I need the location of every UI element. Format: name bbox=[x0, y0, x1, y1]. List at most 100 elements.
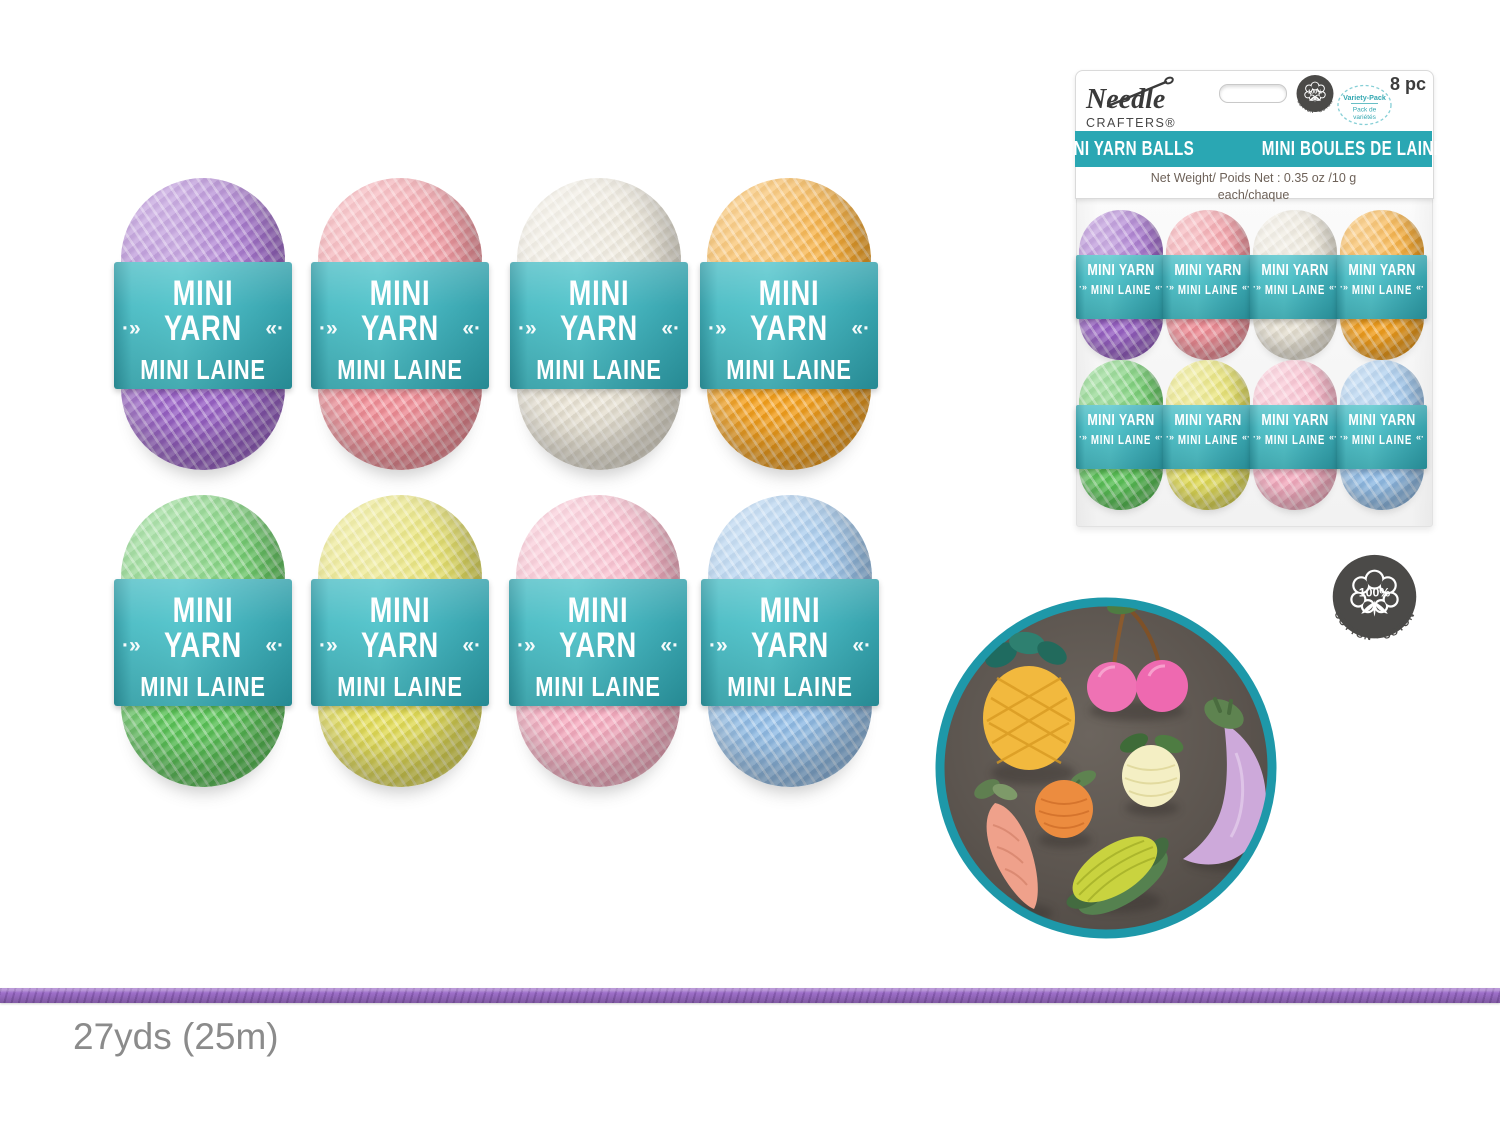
band-title: MINI YARN bbox=[361, 274, 439, 348]
yarn-band: MINI YARN MINI LAINE ·» «· bbox=[510, 262, 688, 389]
band-arrow-right-icon: ·» bbox=[1340, 282, 1349, 292]
band-subtitle: MINI LAINE bbox=[536, 354, 662, 385]
yarn-band: MINI YARN MINI LAINE ·» «· bbox=[1250, 255, 1340, 319]
band-title: MINI YARN bbox=[1261, 262, 1329, 279]
cotton-boll-leaves-icon bbox=[1361, 600, 1388, 617]
variety-fr-line2: variétés bbox=[1353, 114, 1377, 121]
hang-hole bbox=[1219, 84, 1287, 103]
band-arrow-right-icon: ·» bbox=[1253, 432, 1262, 442]
band-arrow-right-icon: ·» bbox=[122, 317, 141, 340]
crochet-carrot bbox=[974, 779, 1038, 909]
cotton-boll-leaves-icon bbox=[1309, 95, 1321, 103]
yarn-strand bbox=[0, 988, 1500, 1003]
yarn-band: MINI YARN MINI LAINE ·» «· bbox=[1163, 255, 1253, 319]
band-title: MINI YARN bbox=[1261, 412, 1329, 429]
band-title: MINI YARN bbox=[750, 274, 828, 348]
yarn-band: MINI YARN MINI LAINE ·» «· bbox=[1076, 405, 1166, 469]
band-title: MINI YARN bbox=[1087, 412, 1155, 429]
band-arrow-right-icon: ·» bbox=[709, 634, 728, 657]
yarn-ball-cream: MINI YARN MINI LAINE ·» «· bbox=[510, 178, 688, 470]
yarn-band: MINI YARN MINI LAINE ·» «· bbox=[1337, 405, 1427, 469]
banner-title-fr: MINI BOULES DE LAINE bbox=[1262, 137, 1445, 160]
variety-pack-cloud: Variety-Pack Pack de variétés bbox=[1337, 84, 1392, 126]
band-title: MINI YARN bbox=[1348, 412, 1416, 429]
banner-title-en: MINI YARN BALLS bbox=[1055, 137, 1194, 160]
yarn-ball-green: MINI YARN MINI LAINE ·» «· bbox=[114, 495, 292, 787]
crochet-photo-circle bbox=[935, 597, 1277, 939]
band-arrow-left-icon: «· bbox=[1415, 282, 1424, 292]
band-arrow-right-icon: ·» bbox=[319, 317, 338, 340]
piece-count: 8 pc bbox=[1390, 74, 1427, 94]
band-arrow-left-icon: «· bbox=[1328, 282, 1337, 292]
band-arrow-right-icon: ·» bbox=[319, 634, 338, 657]
band-arrow-left-icon: «· bbox=[661, 317, 680, 340]
variety-fr-line1: Pack de bbox=[1353, 107, 1377, 114]
band-title: MINI YARN bbox=[1174, 262, 1242, 279]
band-subtitle: MINI LAINE bbox=[140, 354, 266, 385]
band-title: MINI YARN bbox=[559, 591, 637, 665]
band-arrow-left-icon: «· bbox=[852, 634, 871, 657]
crochet-corn bbox=[1066, 836, 1169, 915]
band-subtitle: MINI LAINE bbox=[1264, 283, 1326, 297]
yarn-band: MINI YARN MINI LAINE ·» «· bbox=[701, 579, 879, 706]
band-subtitle: MINI LAINE bbox=[727, 671, 853, 702]
band-title: MINI YARN bbox=[751, 591, 829, 665]
band-arrow-right-icon: ·» bbox=[518, 317, 537, 340]
yarn-band: MINI YARN MINI LAINE ·» «· bbox=[1250, 405, 1340, 469]
mini-yarn-ball-orange: MINI YARN MINI LAINE ·» «· bbox=[1337, 210, 1427, 360]
brand-logo: Needle CRAFTERS® bbox=[1086, 86, 1196, 131]
yarn-band: MINI YARN MINI LAINE ·» «· bbox=[114, 579, 292, 706]
band-title: MINI YARN bbox=[361, 591, 439, 665]
band-arrow-right-icon: ·» bbox=[1253, 282, 1262, 292]
variety-en-text: Variety-Pack bbox=[1343, 93, 1386, 102]
yarn-band: MINI YARN MINI LAINE ·» «· bbox=[311, 262, 489, 389]
yarn-ball-yellow: MINI YARN MINI LAINE ·» «· bbox=[311, 495, 489, 787]
band-subtitle: MINI LAINE bbox=[1177, 283, 1239, 297]
band-title: MINI YARN bbox=[1174, 412, 1242, 429]
band-subtitle: MINI LAINE bbox=[1351, 283, 1413, 297]
yarn-ball-orange: MINI YARN MINI LAINE ·» «· bbox=[700, 178, 878, 470]
band-arrow-right-icon: ·» bbox=[517, 634, 536, 657]
net-weight: Net Weight/ Poids Net : 0.35 oz /10 g ea… bbox=[1075, 170, 1432, 204]
mini-yarn-ball-purple: MINI YARN MINI LAINE ·» «· bbox=[1076, 210, 1166, 360]
crochet-orange bbox=[1035, 770, 1097, 838]
crochet-pineapple bbox=[983, 631, 1075, 770]
yarn-band: MINI YARN MINI LAINE ·» «· bbox=[1337, 255, 1427, 319]
band-subtitle: MINI LAINE bbox=[337, 354, 463, 385]
yarn-ball-blue: MINI YARN MINI LAINE ·» «· bbox=[701, 495, 879, 787]
crochet-eggplant bbox=[1183, 697, 1266, 865]
cotton-100-badge-large: 100% COTTON • COTON bbox=[1331, 554, 1417, 643]
yarn-band: MINI YARN MINI LAINE ·» «· bbox=[114, 262, 292, 389]
band-arrow-left-icon: «· bbox=[462, 317, 481, 340]
yarn-band: MINI YARN MINI LAINE ·» «· bbox=[509, 579, 687, 706]
net-weight-line1: Net Weight/ Poids Net : 0.35 oz /10 g bbox=[1150, 171, 1357, 185]
band-arrow-left-icon: «· bbox=[1328, 432, 1337, 442]
mini-yarn-ball-salmon: MINI YARN MINI LAINE ·» «· bbox=[1163, 210, 1253, 360]
band-subtitle: MINI LAINE bbox=[1090, 283, 1152, 297]
band-subtitle: MINI LAINE bbox=[140, 671, 266, 702]
band-arrow-left-icon: «· bbox=[1415, 432, 1424, 442]
band-title: MINI YARN bbox=[1087, 262, 1155, 279]
band-title: MINI YARN bbox=[560, 274, 638, 348]
band-title: MINI YARN bbox=[164, 274, 242, 348]
band-subtitle: MINI LAINE bbox=[726, 354, 852, 385]
package-title-banner: MINI YARN BALLS MINI BOULES DE LAINE bbox=[1055, 131, 1444, 167]
yarn-band: MINI YARN MINI LAINE ·» «· bbox=[311, 579, 489, 706]
mini-yarn-ball-pink: MINI YARN MINI LAINE ·» «· bbox=[1250, 360, 1340, 510]
yarn-ball-purple: MINI YARN MINI LAINE ·» «· bbox=[114, 178, 292, 470]
crochet-pear bbox=[1119, 733, 1184, 807]
band-arrow-right-icon: ·» bbox=[708, 317, 727, 340]
yarn-band: MINI YARN MINI LAINE ·» «· bbox=[1076, 255, 1166, 319]
band-subtitle: MINI LAINE bbox=[1090, 433, 1152, 447]
band-arrow-right-icon: ·» bbox=[1166, 432, 1175, 442]
mini-yarn-ball-yellow: MINI YARN MINI LAINE ·» «· bbox=[1163, 360, 1253, 510]
brand-caps-text: CRAFTERS® bbox=[1086, 116, 1177, 130]
cotton-percent: 100% bbox=[1308, 90, 1322, 96]
net-weight-line2: each/chaque bbox=[1217, 187, 1290, 202]
band-subtitle: MINI LAINE bbox=[1177, 433, 1239, 447]
band-subtitle: MINI LAINE bbox=[1351, 433, 1413, 447]
band-arrow-left-icon: «· bbox=[462, 634, 481, 657]
band-arrow-left-icon: «· bbox=[265, 317, 284, 340]
band-subtitle: MINI LAINE bbox=[1264, 433, 1326, 447]
